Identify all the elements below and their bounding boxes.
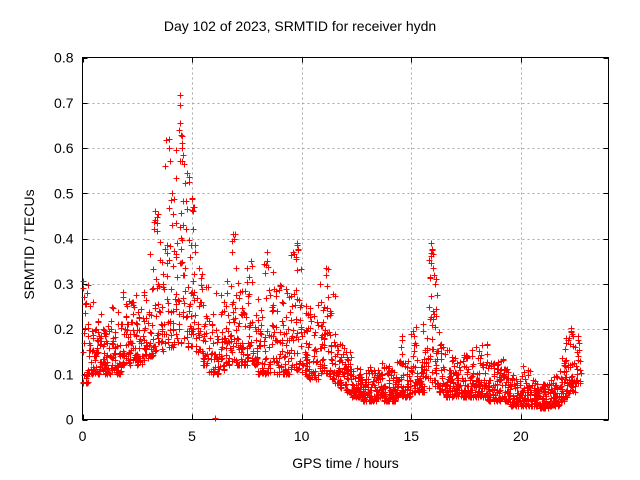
y-tick-label: 0.7 (54, 95, 74, 111)
y-tick-label: 0 (66, 412, 74, 428)
x-tick-label: 20 (513, 428, 529, 444)
y-tick-label: 0.2 (54, 321, 74, 337)
x-axis-title: GPS time / hours (292, 455, 399, 471)
scatter-points (80, 92, 585, 422)
y-tick-label: 0.1 (54, 366, 74, 382)
x-tick-label: 15 (403, 428, 419, 444)
x-tick-label: 5 (188, 428, 196, 444)
x-tick-label: 0 (79, 428, 87, 444)
y-tick-label: 0.6 (54, 140, 74, 156)
plot-border (82, 57, 609, 420)
y-tick-label: 0.3 (54, 276, 74, 292)
y-tick-label: 0.5 (54, 185, 74, 201)
grid-lines (82, 57, 609, 420)
chart-title: Day 102 of 2023, SRMTID for receiver hyd… (163, 18, 437, 34)
y-tick-label: 0.8 (54, 50, 74, 66)
y-tick-label: 0.4 (54, 231, 74, 247)
y-axis-title: SRMTID / TECUs (21, 189, 37, 299)
x-tick-label: 10 (294, 428, 310, 444)
